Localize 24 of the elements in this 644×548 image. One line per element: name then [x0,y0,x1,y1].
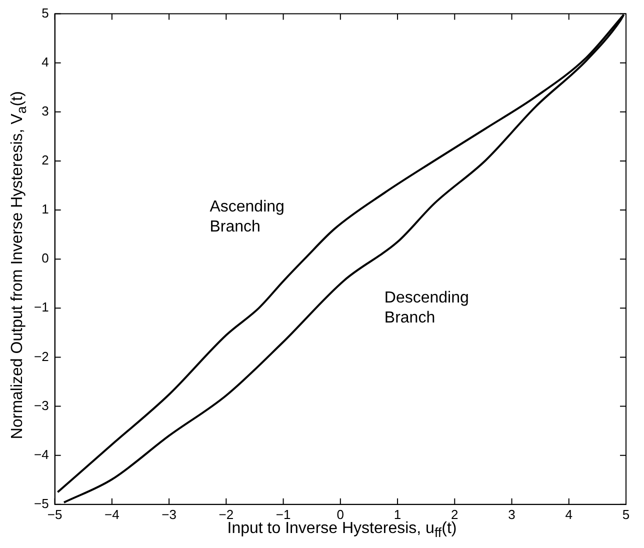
series-label: Ascending Branch [210,198,284,236]
x-tick-label: 1 [394,506,402,522]
x-axis-title: Input to Inverse Hysteresis, u$_{ff}$(t) [226,520,458,540]
x-tick-label: 0 [336,506,344,522]
y-tick-label: −4 [34,446,49,462]
y-tick-label: 0 [42,250,49,266]
y-tick-label: −3 [34,398,49,413]
x-tick-label: −1 [276,506,291,522]
y-tick-label: 5 [42,5,49,20]
series-label: Descending Branch [384,290,469,327]
y-tick-label: 4 [42,54,49,70]
x-tick-label: 3 [508,506,516,522]
x-tick-label: 2 [451,506,458,522]
x-tick-label: 4 [565,506,572,522]
y-tick-label: 3 [42,104,49,118]
x-tick-label: 5 [622,506,630,522]
y-tick-label: 1 [42,202,49,217]
x-tick-label: −2 [218,506,234,522]
x-tick-label: −3 [162,506,176,522]
y-tick-label: −5 [34,496,49,511]
y-tick-label: −1 [34,300,49,315]
x-tick-label: −4 [104,506,120,522]
y-tick-label: 2 [42,152,49,168]
y-tick-label: −2 [34,348,49,364]
